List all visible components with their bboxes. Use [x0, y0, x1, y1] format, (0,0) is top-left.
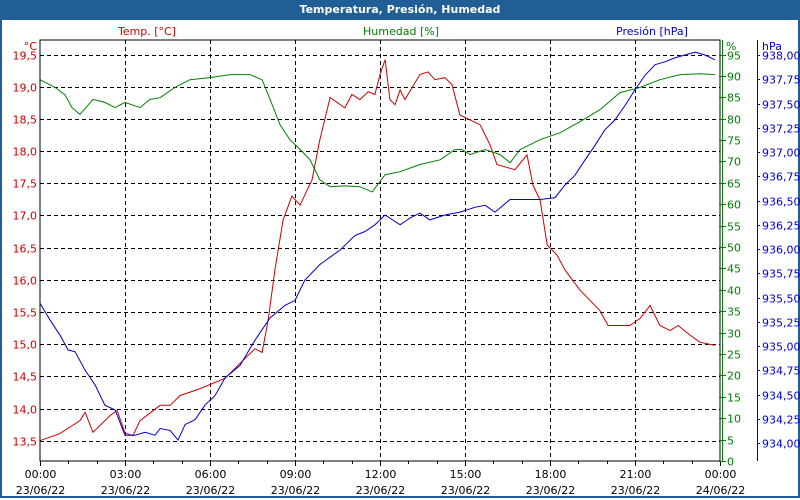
- humidity-tick-label: 55: [727, 221, 741, 234]
- humidity-tick-label: 75: [727, 135, 741, 148]
- pressure-tick-label: 934,50: [762, 390, 800, 403]
- temp-tick-label: 14,0: [13, 404, 38, 417]
- humidity-tick-label: 15: [727, 392, 741, 405]
- x-tick-date: 23/06/22: [526, 484, 575, 497]
- x-tick-date: 23/06/22: [271, 484, 320, 497]
- humidity-tick-label: 65: [727, 178, 741, 191]
- x-tick-time: 15:00: [450, 468, 482, 481]
- pressure-tick-label: 937,00: [762, 147, 800, 160]
- temp-tick-label: 18,5: [13, 114, 38, 127]
- temp-tick-label: 19,5: [13, 50, 38, 63]
- pressure-tick-label: 935,00: [762, 341, 800, 354]
- x-tick-time: 09:00: [280, 468, 312, 481]
- humidity-tick-label: 10: [727, 413, 741, 426]
- pressure-line: [39, 51, 716, 442]
- pressure-tick-label: 934,75: [762, 365, 800, 378]
- temp-tick-label: 17,5: [13, 178, 38, 191]
- humidity-tick-label: 5: [727, 435, 734, 448]
- x-tick-date: 24/06/22: [696, 484, 745, 497]
- humidity-tick-label: 60: [727, 199, 741, 212]
- humidity-tick-label: 25: [727, 349, 741, 362]
- x-tick-time: 00:00: [705, 468, 737, 481]
- humidity-tick-label: 30: [727, 328, 741, 341]
- x-tick-time: 00:00: [25, 468, 57, 481]
- temp-tick-label: 14,5: [13, 371, 38, 384]
- humidity-tick-label: 45: [727, 263, 741, 276]
- temp-tick-label: 15,0: [13, 339, 38, 352]
- pressure-tick-label: 938,00: [762, 50, 800, 63]
- temp-tick-label: 15,5: [13, 307, 38, 320]
- pressure-unit-label: hPa: [762, 40, 782, 53]
- x-tick-time: 06:00: [195, 468, 227, 481]
- axes: 19,5 19,0 18,5 18,0 17,5 17,0 16,5 16,0 15,5 15,0…: [13, 40, 800, 497]
- pressure-tick-label: 936,75: [762, 171, 800, 184]
- humidity-tick-label: 85: [727, 92, 741, 105]
- humidity-tick-label: 0: [727, 456, 734, 469]
- temp-tick-label: 18,0: [13, 146, 38, 159]
- pressure-legend-label: Presión [hPa]: [616, 25, 688, 38]
- humidity-tick-label: 20: [727, 370, 741, 383]
- pressure-tick-label: 935,75: [762, 268, 800, 281]
- x-tick-time: 21:00: [620, 468, 652, 481]
- temp-tick-label: 16,0: [13, 275, 38, 288]
- temp-unit-label: °C: [24, 40, 38, 53]
- x-tick-date: 23/06/22: [16, 484, 65, 497]
- pressure-tick-label: 936,50: [762, 196, 800, 209]
- pressure-tick-label: 934,00: [762, 438, 800, 451]
- pressure-tick-label: 937,50: [762, 99, 800, 112]
- humidity-tick-label: 70: [727, 156, 741, 169]
- series-lines: [39, 51, 716, 442]
- x-tick-time: 03:00: [110, 468, 142, 481]
- temp-legend-label: Temp. [°C]: [117, 25, 176, 38]
- pressure-tick-label: 936,00: [762, 244, 800, 257]
- x-tick-date: 23/06/22: [611, 484, 660, 497]
- x-tick-date: 23/06/22: [186, 484, 235, 497]
- pressure-tick-label: 934,25: [762, 414, 800, 427]
- humidity-tick-label: 35: [727, 306, 741, 319]
- humidity-tick-label: 95: [727, 50, 741, 63]
- x-tick-time: 12:00: [365, 468, 397, 481]
- temp-tick-label: 16,5: [13, 243, 38, 256]
- x-tick-date: 23/06/22: [101, 484, 150, 497]
- humidity-legend-label: Humedad [%]: [363, 25, 439, 38]
- temperature-line: [39, 59, 716, 442]
- pressure-tick-label: 937,75: [762, 74, 800, 87]
- humidity-tick-label: 40: [727, 285, 741, 298]
- pressure-tick-label: 936,25: [762, 220, 800, 233]
- pressure-tick-label: 935,25: [762, 317, 800, 330]
- x-tick-date: 23/06/22: [441, 484, 490, 497]
- temp-tick-label: 13,5: [13, 436, 38, 449]
- x-tick-date: 23/06/22: [356, 484, 405, 497]
- grid: [40, 40, 720, 461]
- humidity-tick-label: 90: [727, 71, 741, 84]
- pressure-tick-label: 935,50: [762, 293, 800, 306]
- temp-tick-label: 19,0: [13, 82, 38, 95]
- humidity-tick-label: 50: [727, 242, 741, 255]
- temp-tick-label: 17,0: [13, 210, 38, 223]
- humidity-line: [39, 73, 715, 193]
- pressure-tick-label: 937,25: [762, 123, 800, 136]
- x-tick-time: 18:00: [535, 468, 567, 481]
- humidity-tick-label: 80: [727, 114, 741, 127]
- humidity-unit-label: %: [726, 40, 736, 53]
- chart-title: Temperatura, Presión, Humedad: [0, 0, 800, 20]
